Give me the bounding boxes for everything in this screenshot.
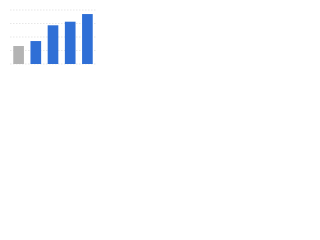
bar (13, 46, 24, 64)
bar (30, 41, 42, 64)
page: {"chart_data": {"type": "bar", "categori… (0, 0, 320, 71)
bar (47, 25, 59, 64)
bar (82, 14, 93, 65)
chart (10, 9, 96, 65)
bar (64, 21, 76, 64)
